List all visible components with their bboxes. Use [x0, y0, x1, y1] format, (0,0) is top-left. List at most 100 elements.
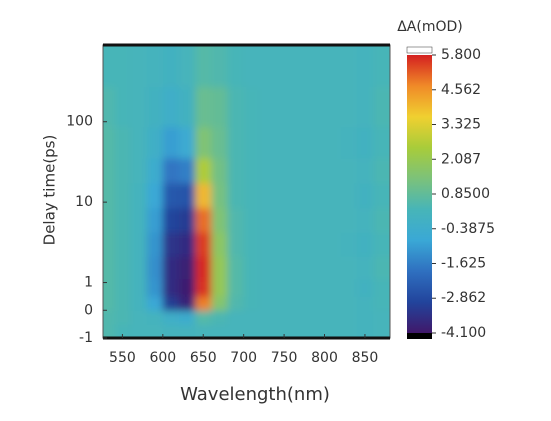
heatmap-cell — [324, 256, 342, 280]
heatmap-cell — [243, 324, 261, 338]
heatmap-cell — [114, 232, 131, 257]
heatmap-cell — [211, 86, 229, 128]
heatmap-cell — [211, 126, 229, 159]
heatmap-cell — [259, 45, 277, 88]
heatmap-cell — [243, 310, 261, 325]
heatmap-cell — [227, 296, 245, 311]
heatmap-cell — [178, 278, 196, 297]
heatmap-cell — [243, 232, 261, 257]
heatmap-cell — [195, 256, 212, 280]
heatmap-cell — [146, 256, 164, 280]
heatmap-cell — [259, 256, 277, 280]
heatmap-cell — [373, 232, 390, 257]
colorbar-top-extension — [406, 46, 433, 54]
heatmap-cell — [114, 324, 131, 338]
colorbar-tick-label: -2.862 — [441, 290, 486, 306]
colorbar-tick-label: -4.100 — [441, 325, 486, 341]
x-tick-label: 800 — [311, 350, 338, 366]
y-tick-label: -1 — [79, 330, 93, 346]
heatmap-cell — [243, 256, 261, 280]
heatmap-cell — [162, 207, 180, 233]
heatmap-cell — [211, 324, 229, 338]
heatmap-cell — [103, 45, 115, 88]
heatmap-cell — [259, 278, 277, 297]
heatmap-cell — [340, 324, 358, 338]
heatmap-cell — [356, 126, 374, 159]
heatmap-cell — [178, 45, 196, 88]
heatmap-cell — [356, 324, 374, 338]
heatmap-cell — [114, 86, 131, 128]
heatmap-cell — [373, 278, 390, 297]
heatmap-cell — [356, 182, 374, 209]
heatmap-cell — [276, 296, 293, 311]
heatmap-cell — [340, 158, 358, 184]
heatmap-cell — [356, 232, 374, 257]
heatmap-cell — [292, 324, 309, 338]
heatmap-cell — [356, 158, 374, 184]
heatmap-cell — [243, 126, 261, 159]
heatmap-cell — [292, 126, 309, 159]
heatmap-cell — [356, 86, 374, 128]
heatmap-cell — [243, 45, 261, 88]
y-tick-label: 0 — [84, 302, 93, 318]
heatmap-cell — [130, 296, 148, 311]
heatmap-cell — [243, 158, 261, 184]
heatmap-cell — [308, 182, 326, 209]
heatmap-cell — [146, 86, 164, 128]
heatmap-cell — [308, 232, 326, 257]
heatmap-cell — [195, 158, 212, 184]
heatmap-cell — [227, 182, 245, 209]
heatmap-cell — [227, 45, 245, 88]
heatmap-cell — [356, 296, 374, 311]
heatmap-cell — [195, 310, 212, 325]
heatmap-cell — [340, 86, 358, 128]
heatmap-cell — [114, 296, 131, 311]
heatmap-cell — [162, 158, 180, 184]
heatmap-cell — [324, 232, 342, 257]
heatmap-cell — [130, 45, 148, 88]
heatmap-cell — [227, 324, 245, 338]
x-tick-label: 700 — [230, 350, 257, 366]
heatmap-cell — [227, 310, 245, 325]
heatmap-cell — [195, 207, 212, 233]
heatmap-cell — [103, 126, 115, 159]
y-tick-label: 100 — [66, 114, 93, 130]
heatmap-cell — [211, 207, 229, 233]
heatmap-cell — [324, 126, 342, 159]
heatmap-cell — [178, 158, 196, 184]
heatmap-cell — [373, 86, 390, 128]
heatmap-cell — [162, 182, 180, 209]
heatmap-cell — [103, 232, 115, 257]
y-tick-label: 10 — [75, 194, 93, 210]
heatmap-cell — [259, 126, 277, 159]
heatmap-cell — [130, 158, 148, 184]
heatmap-cell — [276, 232, 293, 257]
heatmap-cell — [162, 324, 180, 338]
y-tick-label: 1 — [84, 275, 93, 291]
heatmap-cell — [292, 256, 309, 280]
heatmap-cell — [292, 278, 309, 297]
heatmap-cell — [146, 232, 164, 257]
heatmap-cell — [178, 207, 196, 233]
x-tick-label: 850 — [352, 350, 379, 366]
colorbar-tick-label: 3.325 — [441, 117, 481, 133]
heatmap-cell — [195, 278, 212, 297]
heatmap-cell — [162, 310, 180, 325]
heatmap-cell — [373, 324, 390, 338]
heatmap-cell — [146, 158, 164, 184]
heatmap-cell — [340, 45, 358, 88]
heatmap-cell — [276, 86, 293, 128]
heatmap-cell — [103, 256, 115, 280]
heatmap-cell — [292, 310, 309, 325]
heatmap-cell — [259, 182, 277, 209]
heatmap-cell — [356, 256, 374, 280]
colorbar-tick-label: 5.800 — [441, 47, 481, 63]
heatmap-cell — [373, 310, 390, 325]
heatmap-cell — [211, 158, 229, 184]
heatmap-cell — [114, 256, 131, 280]
heatmap-cell — [211, 310, 229, 325]
heatmap-cell — [130, 324, 148, 338]
heatmap-cell — [373, 45, 390, 88]
heatmap-cell — [227, 256, 245, 280]
